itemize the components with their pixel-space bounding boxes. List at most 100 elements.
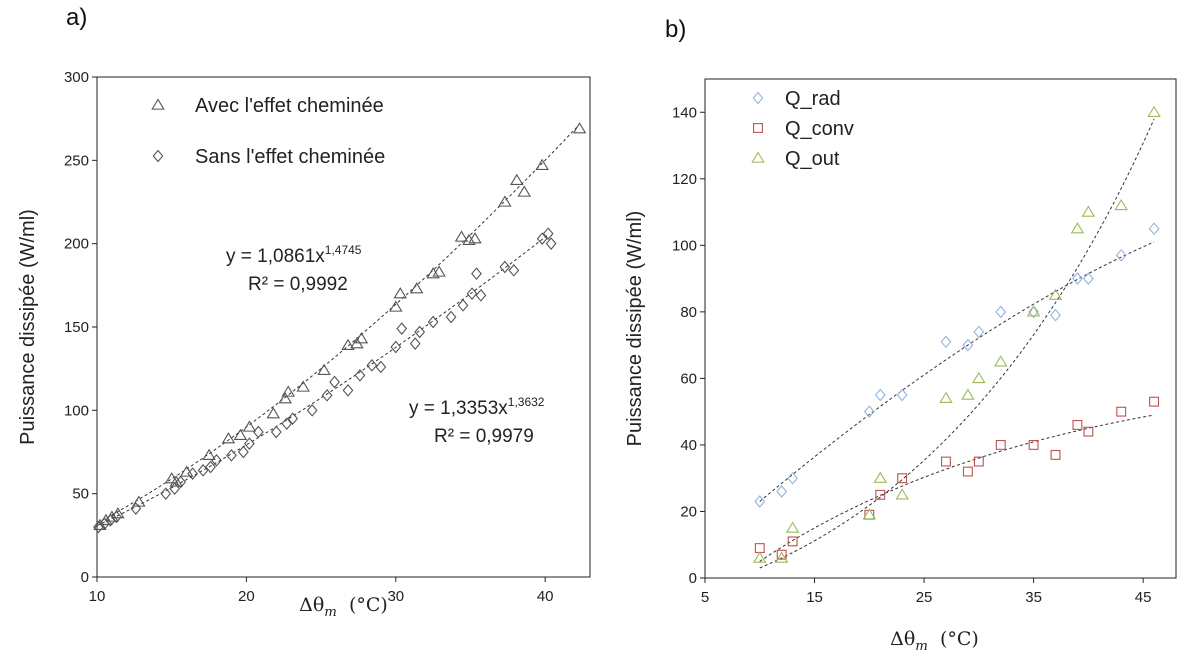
data-point: [281, 385, 295, 397]
data-point: [306, 403, 318, 417]
y-axis-title: Puissance dissipée (W/ml): [17, 209, 39, 445]
data-point: [1050, 308, 1061, 322]
legend-label: Q_conv: [785, 118, 854, 140]
y-tick-label: 120: [672, 171, 697, 188]
data-point: [896, 388, 908, 402]
data-point: [130, 502, 142, 516]
data-point: [1083, 426, 1094, 437]
data-point: [1149, 396, 1160, 407]
data-point: [393, 287, 408, 299]
data-point: [1048, 288, 1063, 300]
panel-a-label: a): [66, 4, 88, 31]
data-point: [221, 432, 236, 444]
data-point: [427, 315, 439, 329]
y-axis-title: Puissance dissipée (W/ml): [624, 211, 646, 447]
data-point: [973, 456, 984, 467]
data-point: [457, 298, 469, 312]
data-point: [390, 340, 402, 354]
x-tick-label: 5: [701, 589, 709, 606]
data-point: [426, 267, 440, 279]
data-point: [875, 489, 886, 500]
data-point: [317, 363, 331, 376]
series-q-conv: [754, 396, 1160, 560]
data-point: [895, 488, 909, 500]
legend: Q_rad Q_conv Q_out: [751, 88, 854, 170]
x-axis-title: Δθm (°C): [299, 594, 388, 620]
data-point: [1072, 272, 1083, 285]
series-q-rad: [754, 222, 1160, 508]
data-point: [995, 439, 1006, 450]
data-point: [1114, 198, 1128, 211]
y-tick-label: 100: [672, 237, 697, 254]
data-point: [226, 448, 237, 462]
data-point: [993, 355, 1008, 367]
data-point: [375, 360, 387, 374]
data-point: [266, 407, 281, 419]
data-point: [321, 388, 333, 402]
data-point: [164, 472, 179, 484]
data-point: [342, 383, 354, 397]
data-point: [1081, 205, 1096, 217]
data-point: [270, 425, 282, 439]
data-point: [973, 325, 985, 339]
data-point: [233, 428, 248, 441]
equation-label: y = 1,3353x1,3632: [409, 395, 545, 419]
y-tick-label: 40: [680, 437, 697, 454]
data-point: [499, 260, 511, 274]
data-point: [874, 388, 886, 402]
legend-marker: [151, 98, 165, 110]
data-point: [354, 332, 369, 344]
data-point: [776, 485, 788, 498]
y-tick-label: 140: [672, 104, 697, 121]
equation-label: y = 1,0861x1,4745: [226, 243, 362, 267]
data-point: [754, 495, 766, 508]
x-tick-label: 30: [387, 588, 404, 605]
data-point: [175, 475, 187, 489]
data-point: [972, 371, 986, 384]
data-point: [753, 551, 767, 563]
data-point: [296, 380, 310, 392]
data-point: [774, 551, 789, 563]
data-point: [466, 287, 478, 301]
data-point: [211, 453, 222, 467]
data-point: [1147, 105, 1161, 117]
plot-frame: [704, 78, 1177, 579]
trendline-q-out: [759, 118, 1155, 569]
y-tick-label: 200: [64, 236, 89, 253]
data-point: [873, 471, 888, 483]
data-point: [754, 543, 765, 554]
data-point: [572, 122, 587, 134]
data-point: [863, 405, 875, 419]
x-tick-label: 40: [537, 588, 554, 605]
data-point: [396, 322, 408, 336]
legend-label: Q_rad: [785, 88, 841, 110]
data-point: [366, 358, 378, 372]
data-point: [187, 467, 199, 481]
data-point: [202, 448, 216, 461]
data-point: [409, 337, 421, 351]
r2-label: R² = 0,9992: [248, 274, 348, 295]
legend-marker: [751, 151, 765, 163]
series-sans-l-effet-chemin-e: [93, 227, 557, 534]
data-point: [995, 305, 1007, 319]
data-point: [329, 375, 340, 389]
data-point: [939, 391, 953, 404]
data-point: [517, 185, 532, 197]
legend-marker: [753, 123, 763, 133]
data-point: [787, 471, 799, 485]
data-point: [432, 265, 446, 277]
data-point: [897, 473, 908, 484]
legend-label: Q_out: [785, 148, 840, 170]
y-tick-label: 250: [64, 152, 89, 169]
x-tick-label: 25: [916, 589, 933, 606]
data-point: [1115, 248, 1127, 262]
data-point: [468, 232, 482, 244]
data-point: [776, 549, 787, 560]
data-point: [862, 508, 877, 520]
data-point: [1148, 222, 1160, 236]
data-point: [287, 412, 299, 426]
y-tick-label: 50: [72, 486, 89, 503]
y-tick-label: 0: [689, 570, 697, 587]
x-tick-label: 20: [238, 588, 255, 605]
